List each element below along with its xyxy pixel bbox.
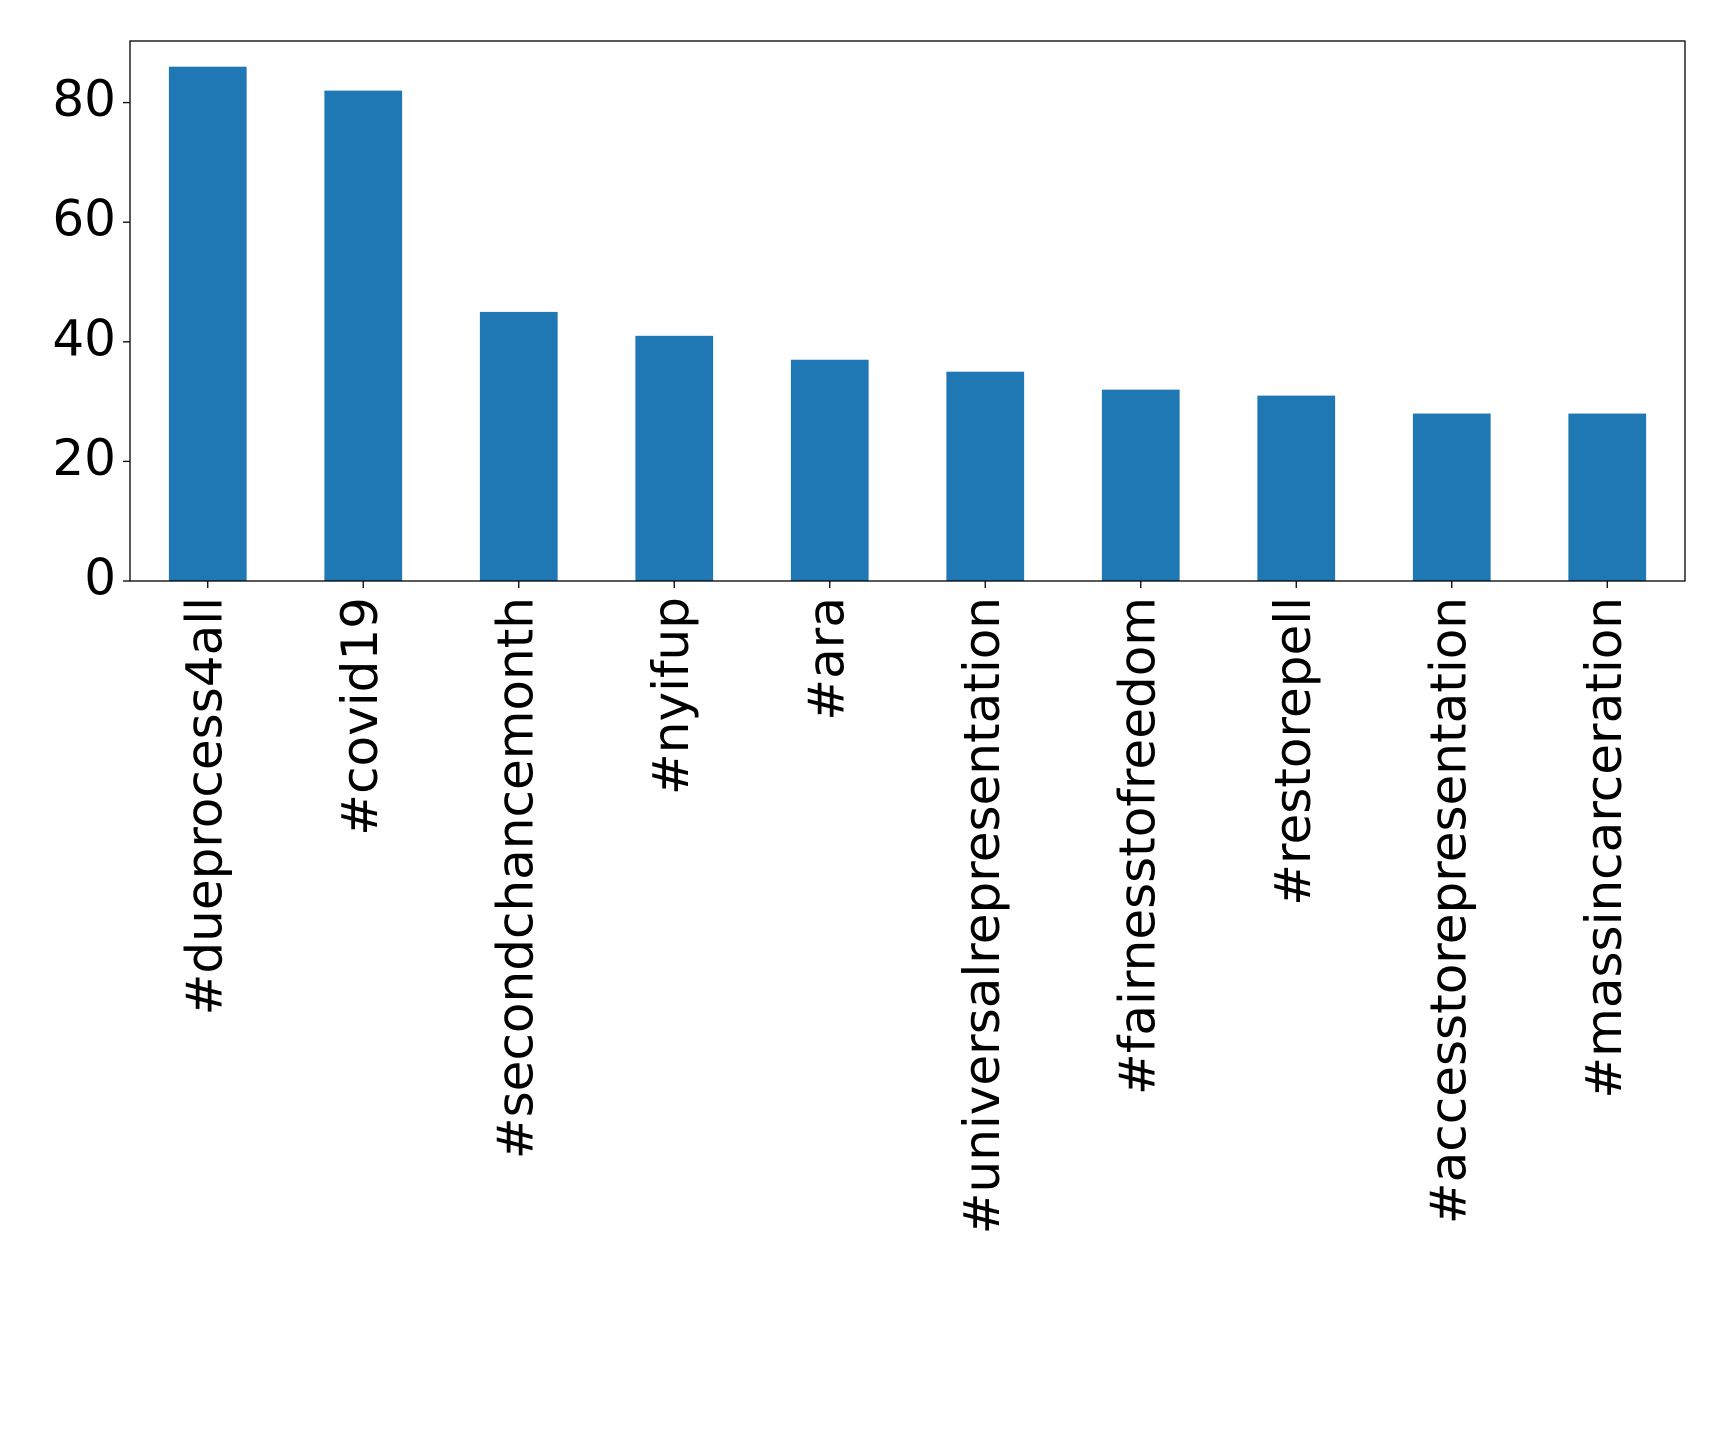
bar	[1412, 413, 1491, 581]
bar	[324, 90, 403, 581]
x-tick-label: #secondchancemonth	[486, 597, 544, 1159]
x-tick-label: #ara	[797, 597, 855, 721]
x-tick-label: #nyifup	[642, 597, 700, 795]
x-axis: #dueprocess4all #covid19 #secondchancemont…	[175, 581, 1633, 1234]
bar	[1101, 389, 1180, 581]
bar	[479, 311, 558, 581]
bars-layer	[168, 66, 1647, 581]
bar	[168, 66, 247, 581]
bar	[1568, 413, 1647, 581]
bar	[635, 335, 714, 581]
bar	[790, 359, 869, 581]
x-tick-label: #fairnesstofreedom	[1108, 597, 1166, 1095]
x-tick-label: #covid19	[331, 597, 389, 836]
bar	[946, 371, 1025, 581]
x-tick-label: #restorepell	[1264, 597, 1322, 906]
bar	[1257, 395, 1336, 581]
x-tick-label: #dueprocess4all	[175, 597, 233, 1015]
y-tick-label: 0	[84, 549, 116, 607]
y-tick-label: 60	[52, 190, 116, 248]
plot-frame	[129, 40, 1686, 582]
y-tick-label: 20	[52, 429, 116, 487]
x-tick-label: #universalrepresentation	[953, 597, 1011, 1234]
x-tick-label: #massincarceration	[1575, 597, 1633, 1099]
y-axis: 0 20 40 60 80	[52, 70, 130, 607]
x-tick-label: #accesstorepresentation	[1419, 597, 1477, 1224]
y-tick-label: 40	[52, 309, 116, 367]
y-tick-label: 80	[52, 70, 116, 128]
